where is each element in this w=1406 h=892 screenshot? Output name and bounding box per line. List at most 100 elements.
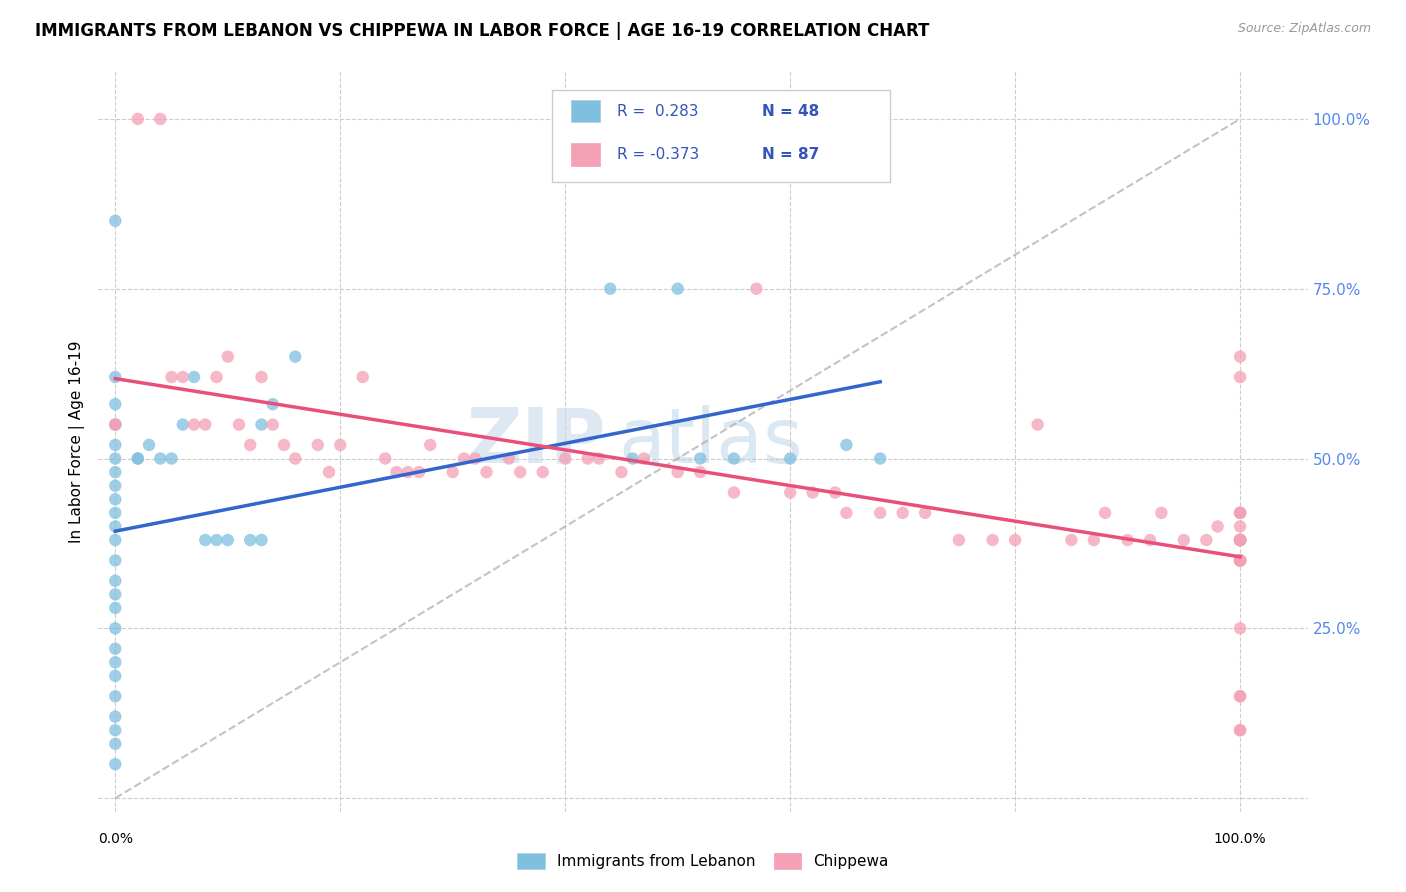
Point bbox=[554, 451, 576, 466]
Point bbox=[621, 451, 644, 466]
Point bbox=[250, 533, 273, 547]
Point bbox=[160, 370, 183, 384]
Point bbox=[273, 438, 295, 452]
Point bbox=[104, 655, 127, 669]
Point bbox=[835, 506, 858, 520]
Point bbox=[1229, 506, 1251, 520]
Point bbox=[127, 112, 149, 126]
Point bbox=[1229, 533, 1251, 547]
Point bbox=[194, 417, 217, 432]
Text: 0.0%: 0.0% bbox=[98, 832, 132, 847]
Point bbox=[104, 451, 127, 466]
Point bbox=[307, 438, 329, 452]
Point bbox=[104, 723, 127, 738]
Point bbox=[1229, 506, 1251, 520]
Point bbox=[1229, 506, 1251, 520]
Point bbox=[464, 451, 486, 466]
Point bbox=[374, 451, 396, 466]
Point bbox=[1229, 690, 1251, 704]
Point bbox=[396, 465, 419, 479]
Point bbox=[104, 621, 127, 635]
Point bbox=[239, 438, 262, 452]
Text: Source: ZipAtlas.com: Source: ZipAtlas.com bbox=[1237, 22, 1371, 36]
Point bbox=[1229, 533, 1251, 547]
Point bbox=[1229, 533, 1251, 547]
Point bbox=[633, 451, 655, 466]
Point bbox=[149, 112, 172, 126]
Point bbox=[239, 533, 262, 547]
Point bbox=[138, 438, 160, 452]
Point bbox=[217, 350, 239, 364]
Point bbox=[475, 465, 498, 479]
Point bbox=[104, 690, 127, 704]
Point bbox=[1060, 533, 1083, 547]
Point bbox=[194, 533, 217, 547]
Point bbox=[498, 451, 520, 466]
Point bbox=[183, 370, 205, 384]
Point bbox=[1229, 553, 1251, 567]
Point bbox=[891, 506, 914, 520]
Point bbox=[723, 451, 745, 466]
Point bbox=[352, 370, 374, 384]
Point bbox=[205, 370, 228, 384]
Point bbox=[1094, 506, 1116, 520]
Point bbox=[599, 282, 621, 296]
Point bbox=[745, 282, 768, 296]
Point bbox=[689, 451, 711, 466]
Point bbox=[104, 587, 127, 601]
Point bbox=[104, 574, 127, 588]
Point bbox=[250, 370, 273, 384]
Legend: Immigrants from Lebanon, Chippewa: Immigrants from Lebanon, Chippewa bbox=[510, 847, 896, 875]
Point bbox=[1139, 533, 1161, 547]
Point bbox=[869, 506, 891, 520]
Point bbox=[1229, 533, 1251, 547]
Point bbox=[914, 506, 936, 520]
Point bbox=[869, 451, 891, 466]
Point bbox=[149, 451, 172, 466]
Y-axis label: In Labor Force | Age 16-19: In Labor Force | Age 16-19 bbox=[69, 340, 84, 543]
Point bbox=[531, 465, 554, 479]
Point bbox=[1026, 417, 1049, 432]
Point bbox=[1116, 533, 1139, 547]
Point bbox=[1195, 533, 1218, 547]
Point bbox=[1229, 553, 1251, 567]
Point bbox=[104, 519, 127, 533]
FancyBboxPatch shape bbox=[571, 144, 600, 166]
Point bbox=[284, 350, 307, 364]
Point bbox=[1229, 533, 1251, 547]
Point bbox=[104, 438, 127, 452]
Text: R = -0.373: R = -0.373 bbox=[617, 147, 699, 162]
Point bbox=[453, 451, 475, 466]
Point bbox=[172, 370, 194, 384]
Point bbox=[689, 465, 711, 479]
Point bbox=[1229, 553, 1251, 567]
Point bbox=[104, 709, 127, 723]
Point bbox=[104, 478, 127, 492]
Point bbox=[588, 451, 610, 466]
FancyBboxPatch shape bbox=[551, 90, 890, 183]
Point bbox=[1229, 723, 1251, 738]
Point bbox=[441, 465, 464, 479]
Point bbox=[104, 397, 127, 411]
Point bbox=[104, 533, 127, 547]
Point bbox=[329, 438, 352, 452]
Point bbox=[779, 451, 801, 466]
Point bbox=[104, 641, 127, 656]
Point bbox=[1150, 506, 1173, 520]
Point bbox=[172, 417, 194, 432]
Point bbox=[509, 465, 531, 479]
Point bbox=[104, 370, 127, 384]
Point bbox=[104, 601, 127, 615]
Point bbox=[228, 417, 250, 432]
Point bbox=[385, 465, 408, 479]
Point bbox=[127, 451, 149, 466]
Text: ZIP: ZIP bbox=[467, 405, 606, 478]
Point bbox=[1229, 553, 1251, 567]
Point bbox=[104, 737, 127, 751]
Point bbox=[1229, 723, 1251, 738]
Point bbox=[104, 417, 127, 432]
Text: IMMIGRANTS FROM LEBANON VS CHIPPEWA IN LABOR FORCE | AGE 16-19 CORRELATION CHART: IMMIGRANTS FROM LEBANON VS CHIPPEWA IN L… bbox=[35, 22, 929, 40]
Point bbox=[1229, 533, 1251, 547]
Point bbox=[1229, 533, 1251, 547]
Point bbox=[1229, 533, 1251, 547]
